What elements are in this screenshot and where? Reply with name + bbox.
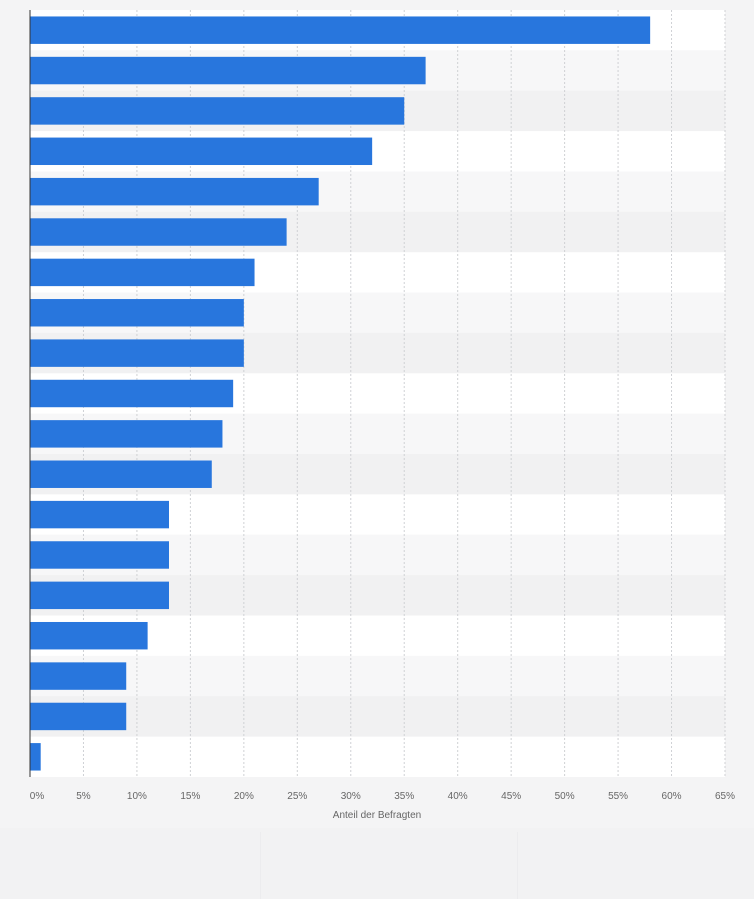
bar: [30, 420, 223, 448]
x-tick-label: 20%: [234, 791, 254, 802]
x-tick-label: 40%: [448, 791, 468, 802]
bar: [30, 662, 127, 690]
x-tick-label: 60%: [662, 791, 682, 802]
bar: [30, 258, 255, 287]
bar: [30, 16, 651, 44]
bar: [30, 500, 169, 529]
footer-area: [0, 828, 754, 899]
bars: [30, 16, 651, 771]
x-tick-label: 55%: [608, 791, 628, 802]
x-tick-label: 30%: [341, 791, 361, 802]
bar: [30, 379, 234, 408]
bar: [30, 702, 127, 731]
x-tick-label: 5%: [76, 791, 91, 802]
row-band: [30, 655, 725, 697]
bar: [30, 56, 426, 85]
bar: [30, 97, 405, 125]
footer-divider: [517, 832, 518, 899]
x-tick-label: 35%: [394, 791, 414, 802]
bar: [30, 460, 212, 488]
bar: [30, 743, 41, 771]
bar: [30, 137, 373, 166]
bar: [30, 581, 169, 610]
x-tick-label: 15%: [180, 791, 200, 802]
x-tick-label: 45%: [501, 791, 521, 802]
x-axis-title: Anteil der Befragten: [333, 810, 421, 821]
x-tick-label: 65%: [715, 791, 735, 802]
x-tick-label: 25%: [287, 791, 307, 802]
row-band: [30, 696, 725, 737]
footer-divider: [260, 832, 261, 899]
bar: [30, 218, 287, 246]
x-tick-label: 10%: [127, 791, 147, 802]
bar: [30, 299, 244, 327]
bar: [30, 541, 169, 569]
bar: [30, 621, 148, 650]
bar: [30, 339, 244, 367]
bar: [30, 177, 319, 206]
row-band: [30, 736, 725, 777]
x-tick-label: 50%: [555, 791, 575, 802]
x-tick-label: 0%: [30, 791, 45, 802]
x-tick-labels: 0% 5% 10% 15% 20% 25% 30% 35% 40% 45% 50% 55% 60% 65%: [30, 791, 735, 802]
